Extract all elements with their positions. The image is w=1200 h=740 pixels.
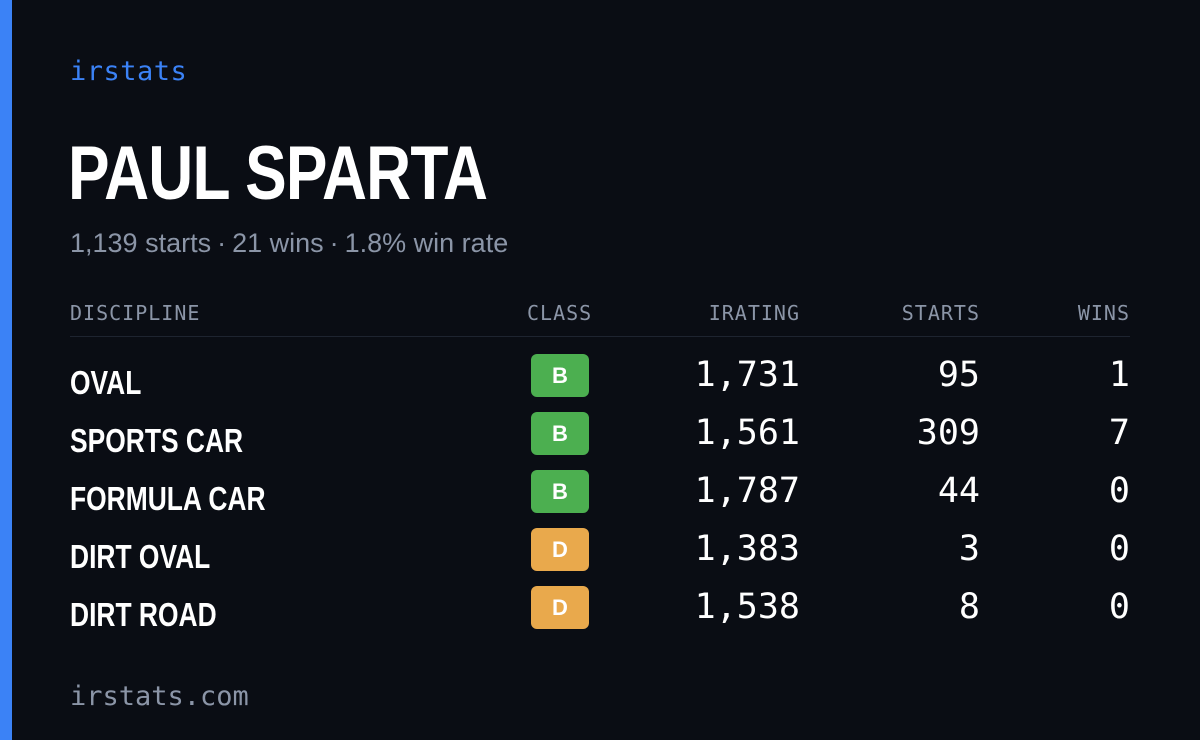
- wins-value: 1: [1108, 355, 1130, 395]
- irating-value: 1,538: [694, 587, 800, 627]
- class-badge: D: [531, 586, 589, 629]
- discipline-name: DIRT OVAL: [70, 538, 211, 575]
- player-summary: 1,139 starts · 21 wins · 1.8% win rate: [70, 228, 508, 259]
- wins-value: 0: [1108, 471, 1130, 511]
- discipline-name: DIRT ROAD: [70, 596, 217, 633]
- table-row: SPORTS CAR B 1,561 309 7: [0, 412, 1200, 470]
- wins-summary: 21 wins: [232, 228, 324, 258]
- class-badge: B: [531, 354, 589, 397]
- table-row: DIRT OVAL D 1,383 3 0: [0, 528, 1200, 586]
- table-row: OVAL B 1,731 95 1: [0, 354, 1200, 412]
- starts-value: 309: [916, 413, 980, 453]
- class-badge: D: [531, 528, 589, 571]
- irating-value: 1,787: [694, 471, 800, 511]
- header-class: CLASS: [527, 301, 593, 325]
- wins-value: 0: [1108, 587, 1130, 627]
- separator: ·: [329, 228, 339, 258]
- starts-value: 95: [937, 355, 980, 395]
- header-divider: [70, 336, 1130, 337]
- header-wins: WINS: [1077, 301, 1130, 325]
- discipline-name: OVAL: [70, 364, 142, 401]
- starts-value: 44: [937, 471, 980, 511]
- discipline-name: SPORTS CAR: [70, 422, 244, 459]
- starts-summary: 1,139 starts: [70, 228, 212, 258]
- irating-value: 1,383: [694, 529, 800, 569]
- header-irating: IRATING: [708, 301, 800, 325]
- header-starts: STARTS: [901, 301, 980, 325]
- footer-url: irstats.com: [70, 681, 249, 712]
- discipline-name: FORMULA CAR: [70, 480, 266, 517]
- win-rate-summary: 1.8% win rate: [344, 228, 509, 258]
- table-row: DIRT ROAD D 1,538 8 0: [0, 586, 1200, 644]
- class-badge: B: [531, 412, 589, 455]
- header-discipline: DISCIPLINE: [70, 301, 201, 325]
- wins-value: 0: [1108, 529, 1130, 569]
- irating-value: 1,561: [694, 413, 800, 453]
- irating-value: 1,731: [694, 355, 800, 395]
- accent-bar: [0, 0, 12, 740]
- class-badge: B: [531, 470, 589, 513]
- separator: ·: [217, 228, 227, 258]
- starts-value: 8: [958, 587, 980, 627]
- table-row: FORMULA CAR B 1,787 44 0: [0, 470, 1200, 528]
- wins-value: 7: [1108, 413, 1130, 453]
- player-name: PAUL SPARTA: [68, 131, 488, 216]
- starts-value: 3: [958, 529, 980, 569]
- brand-logo: irstats: [70, 56, 188, 87]
